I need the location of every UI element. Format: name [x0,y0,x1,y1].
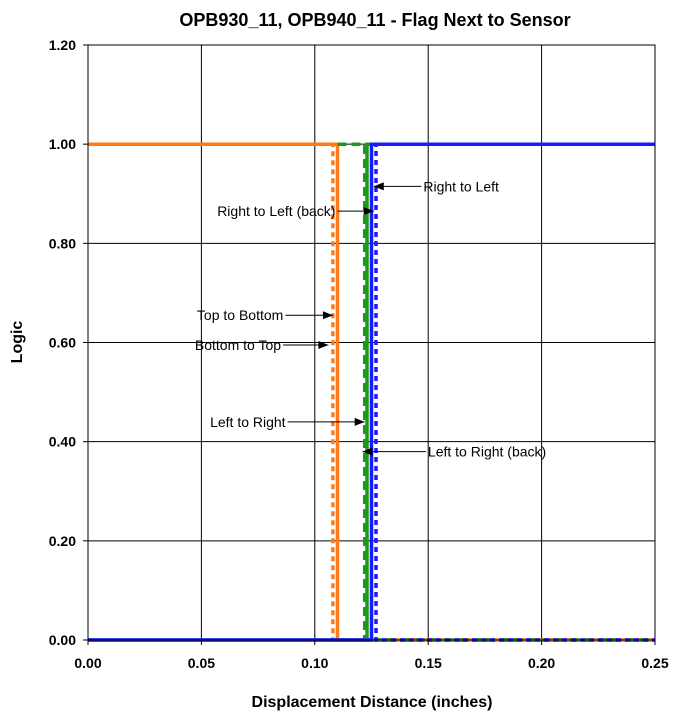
x-tick-label: 0.00 [74,655,101,671]
chart-title: OPB930_11, OPB940_11 - Flag Next to Sens… [179,10,570,30]
x-tick-label: 0.10 [301,655,328,671]
annotation-arrowhead [373,182,384,191]
x-tick-label: 0.05 [188,655,215,671]
x-tick-label: 0.20 [528,655,555,671]
y-tick-label: 1.00 [49,136,76,152]
y-axis-title: Logic [9,321,26,364]
series-line-5 [88,142,655,642]
x-tick-label: 0.25 [641,655,668,671]
annotation-label: Right to Left [423,178,499,194]
y-tick-label: 0.80 [49,235,76,251]
annotation-arrowhead [363,207,374,216]
y-tick-label: 1.20 [49,37,76,53]
annotation-arrowhead [354,417,365,426]
annotation-label: Right to Left (back) [217,203,335,219]
y-tick-label: 0.20 [49,533,76,549]
annotation-arrowhead [362,447,373,456]
y-tick-label: 0.60 [49,335,76,351]
annotation-label: Bottom to Top [195,337,281,353]
x-axis-ticks: 0.00 0.05 0.10 0.15 0.20 0.25 [74,640,669,671]
annotation-label: Left to Right [210,414,286,430]
y-tick-label: 0.40 [49,434,76,450]
x-tick-label: 0.15 [415,655,442,671]
y-axis-ticks: 0.00 0.20 0.40 0.60 0.80 1.00 1.20 [49,37,88,648]
annotation-label: Left to Right (back) [428,444,546,460]
series-group [88,142,655,642]
annotation-arrowhead [318,340,329,349]
x-axis-title: Displacement Distance (inches) [252,694,493,711]
annotation-label: Top to Bottom [197,307,283,323]
series-line-6 [373,142,655,642]
annotation-arrowhead [322,311,333,320]
series-line-4 [337,142,655,642]
y-tick-label: 0.00 [49,632,76,648]
annotations-group: Right to Left Right to Left (back) Top to … [195,178,546,459]
